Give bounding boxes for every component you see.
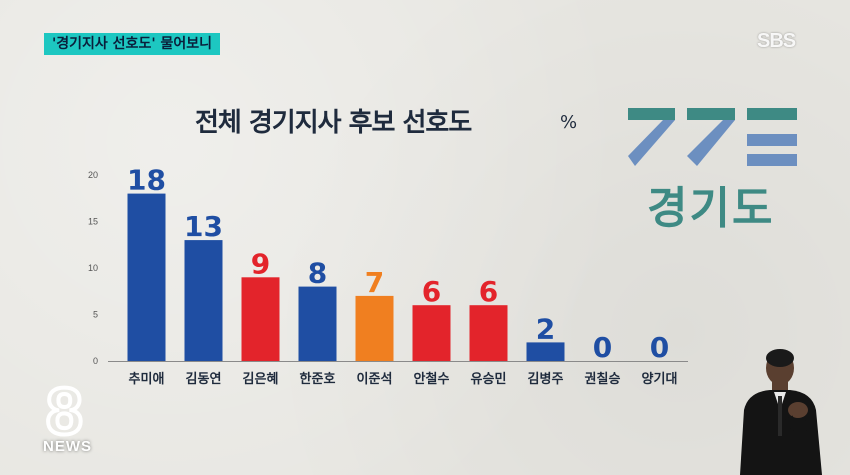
gyeonggi-logo-text: 경기도 [647,183,775,234]
category-label: 한준호 [300,371,336,387]
bar [412,305,451,361]
bar [184,240,223,361]
broadcaster-logo: SBS [757,30,796,52]
category-label: 김은혜 [243,371,279,387]
data-label: 8 [308,257,327,290]
logo-bar-5 [747,154,797,166]
sign-language-interpreter [740,349,822,475]
logo-bar-3 [747,108,797,120]
logo-slash-2 [687,120,735,166]
y-tick-label: 0 [93,356,98,366]
category-label: 안철수 [414,371,450,387]
logo-bar-2 [687,108,735,120]
data-label: 9 [251,247,270,280]
chart-unit: % [560,112,578,133]
bar [469,305,508,361]
data-label: 2 [536,312,555,345]
data-label: 6 [479,275,498,308]
bar [355,295,394,361]
data-label: 7 [365,266,384,299]
y-tick-label: 10 [88,263,98,273]
news-8-logo-icon: 8 [44,372,85,450]
category-label: 김동연 [186,372,222,387]
gyeonggi-logo-mark [628,108,797,166]
logo-slash-1 [628,120,675,166]
data-label: 0 [593,331,612,364]
svg-text:8: 8 [46,374,83,448]
bar [241,277,280,361]
bar [526,342,565,361]
category-label: 양기대 [642,372,678,387]
headline-caption: '경기지사 선호도' 물어보니 [44,33,220,55]
bar [127,193,166,361]
category-label: 추미애 [129,371,165,387]
data-label: 18 [127,164,166,197]
category-label: 이준석 [357,371,393,387]
news-label: NEWS [43,438,92,455]
y-tick-label: 5 [93,310,98,320]
chart-title: 전체 경기지사 후보 선호도 [195,108,472,138]
category-label: 김병주 [528,371,564,387]
y-tick-label: 20 [88,170,98,180]
logo-bar-1 [628,108,675,120]
data-label: 0 [650,331,669,364]
data-label: 6 [422,275,441,308]
category-label: 유승민 [471,371,507,387]
y-tick-label: 15 [88,217,98,227]
bar [298,286,337,361]
category-label: 권칠승 [585,371,621,387]
logo-bar-4 [747,134,797,146]
data-label: 13 [184,210,223,243]
